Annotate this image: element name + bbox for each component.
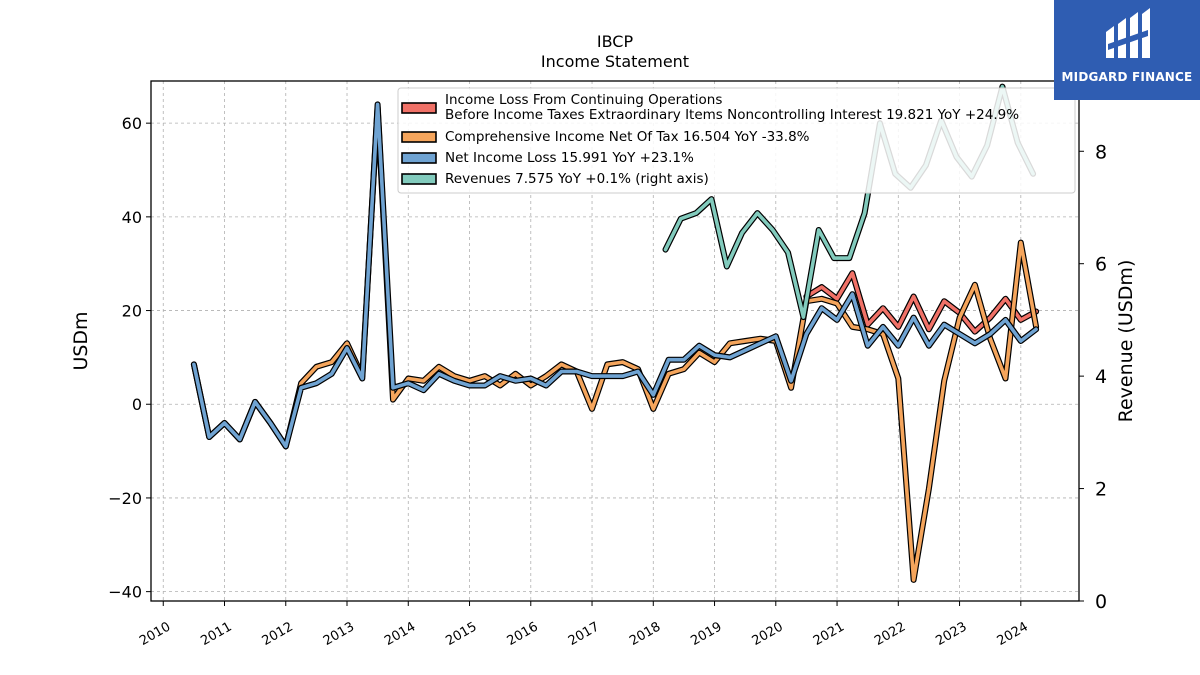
legend-swatch: [401, 173, 437, 185]
x-tick-label: 2019: [688, 619, 724, 649]
series-layer: [190, 83, 1040, 583]
x-tick-label: 2022: [872, 619, 908, 649]
chart-title: IBCP: [597, 32, 634, 51]
left-y-tick-label: 0: [132, 395, 142, 414]
legend-label: Comprehensive Income Net Of Tax 16.504 Y…: [445, 129, 810, 145]
right-axis-label: Revenue (USDm): [1115, 260, 1137, 423]
series-1: [190, 103, 1040, 583]
logo-text: MIDGARD FINANCE: [1061, 70, 1193, 84]
legend-label: Net Income Loss 15.991 YoY +23.1%: [445, 150, 694, 166]
plot-frame: [150, 80, 1080, 602]
x-tick-label: 2013: [321, 619, 357, 649]
x-tick-label: 2016: [505, 619, 541, 649]
series-line: [192, 105, 1038, 582]
right-y-tick-label: 2: [1095, 479, 1107, 501]
x-tick-label: 2010: [137, 619, 173, 649]
legend-label: Revenues 7.575 YoY +0.1% (right axis): [445, 171, 709, 187]
right-y-tick-label: 0: [1095, 591, 1107, 613]
legend-swatch: [401, 152, 437, 164]
legend-label: Income Loss From Continuing Operations: [445, 92, 722, 108]
legend-label: Before Income Taxes Extraordinary Items …: [445, 107, 1019, 123]
logo-mark-icon: [1106, 8, 1150, 58]
right-y-axis: 0 2 4 6 8: [1079, 141, 1107, 613]
left-y-tick-label: 60: [122, 114, 142, 133]
x-tick-label: 2012: [260, 619, 296, 649]
series-line: [192, 102, 1038, 449]
legend-box: [397, 87, 1076, 194]
left-y-tick-label: −20: [108, 489, 142, 508]
x-tick-label: 2023: [933, 619, 969, 649]
x-tick-label: 2015: [443, 619, 479, 649]
x-tick-label: 2020: [750, 619, 786, 649]
x-tick-label: 2014: [382, 619, 418, 649]
series-line: [804, 271, 1038, 334]
right-y-tick-label: 4: [1095, 366, 1107, 388]
left-y-axis: −40 −20 0 20 40 60: [108, 114, 151, 602]
x-tick-label: 2017: [566, 619, 602, 649]
legend-swatch: [401, 131, 437, 143]
left-y-tick-label: −40: [108, 583, 142, 602]
legend: Income Loss From Continuing OperationsBe…: [397, 87, 1076, 194]
series-2: [190, 101, 1040, 450]
x-tick-label: 2024: [995, 619, 1031, 649]
x-axis: 2010 2011 2012 2013 2014 2015 2016 2017 2018 2019…: [137, 601, 1031, 649]
right-y-tick-label: 6: [1095, 254, 1107, 276]
right-y-tick-label: 8: [1095, 141, 1107, 163]
chart-subtitle: Income Statement: [541, 52, 689, 71]
legend-swatch: [401, 102, 437, 114]
x-tick-label: 2011: [198, 619, 234, 649]
series-0: [803, 270, 1040, 335]
left-axis-label: USDm: [70, 311, 92, 370]
x-tick-label: 2021: [811, 619, 847, 649]
left-y-tick-label: 20: [122, 302, 142, 321]
midgard-finance-logo: MIDGARD FINANCE: [1054, 0, 1200, 100]
x-tick-label: 2018: [627, 619, 663, 649]
left-y-tick-label: 40: [122, 208, 142, 227]
